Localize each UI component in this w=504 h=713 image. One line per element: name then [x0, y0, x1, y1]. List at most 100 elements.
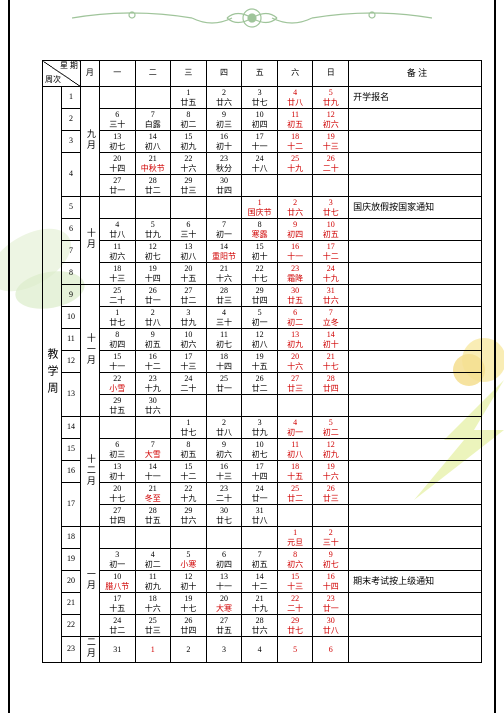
- day-cell: 28廿三: [206, 285, 242, 307]
- day-cell: 3廿七: [313, 197, 349, 219]
- day-cell: 3初一: [99, 549, 135, 571]
- day-cell: [171, 395, 207, 417]
- day-cell: 9初六: [206, 439, 242, 461]
- day-cell: 25二十: [99, 285, 135, 307]
- note-cell: [349, 461, 482, 483]
- day-cell: 26廿四: [171, 615, 207, 637]
- day-cell: 11初九: [135, 571, 171, 593]
- note-cell: [349, 637, 482, 663]
- note-cell: [349, 439, 482, 461]
- day-cell: 9初五: [135, 329, 171, 351]
- day-cell: 14初八: [135, 131, 171, 153]
- table-row: 711初六12初七13初八14重阳节15初十16十一17十二: [43, 241, 482, 263]
- day-cell: 9初四: [277, 219, 313, 241]
- day-cell: 4廿八: [99, 219, 135, 241]
- day-cell: 1廿七: [171, 417, 207, 439]
- header-day-4: 四: [206, 61, 242, 87]
- day-cell: [171, 527, 207, 549]
- day-cell: 21中秋节: [135, 153, 171, 175]
- day-cell: 13十一: [206, 571, 242, 593]
- day-cell: 22小雪: [99, 373, 135, 395]
- table-row: 教学周1九月1廿五2廿六3廿七4廿八5廿九开学报名: [43, 87, 482, 109]
- day-cell: 19十七: [171, 593, 207, 615]
- table-row: 1720十七21冬至22十九23二十24廿一25廿二26廿三: [43, 483, 482, 505]
- day-cell: [242, 395, 278, 417]
- day-cell: 30廿四: [206, 175, 242, 197]
- day-cell: 5廿九: [313, 87, 349, 109]
- note-cell: [349, 175, 482, 197]
- day-cell: 29廿七: [277, 615, 313, 637]
- day-cell: [99, 87, 135, 109]
- day-cell: 22十七: [242, 263, 278, 285]
- header-diag: 星 期 周次: [43, 61, 81, 87]
- note-cell: 国庆放假按国家通知: [349, 197, 482, 219]
- day-cell: 10初六: [171, 329, 207, 351]
- week-number: 20: [61, 571, 80, 593]
- day-cell: 7白露: [135, 109, 171, 131]
- day-cell: 29廿五: [99, 395, 135, 417]
- day-cell: 28廿六: [242, 615, 278, 637]
- note-cell: [349, 483, 482, 505]
- day-cell: 25廿三: [135, 615, 171, 637]
- day-cell: 20十五: [171, 263, 207, 285]
- month-text: 九月: [85, 129, 95, 151]
- note-cell: [349, 593, 482, 615]
- month-label: 二月: [80, 637, 99, 663]
- day-cell: 28廿五: [135, 505, 171, 527]
- day-cell: 7立冬: [313, 307, 349, 329]
- day-cell: 6初三: [99, 439, 135, 461]
- day-cell: 24十九: [313, 263, 349, 285]
- day-cell: 23廿一: [313, 593, 349, 615]
- day-cell: 16十二: [135, 351, 171, 373]
- week-number: 23: [61, 637, 80, 663]
- table-row: 9十一月25二十26廿一27廿二28廿三29廿四30廿五31廿六: [43, 285, 482, 307]
- week-number: 5: [61, 197, 80, 219]
- table-row: 313初七14初八15初九16初十17十一18十二19十三: [43, 131, 482, 153]
- day-cell: 30廿八: [313, 615, 349, 637]
- day-cell: 26廿三: [313, 483, 349, 505]
- day-cell: 23霜降: [277, 263, 313, 285]
- day-cell: 2三十: [313, 527, 349, 549]
- table-row: 1215十一16十二17十三18十四19十五20十六21十七: [43, 351, 482, 373]
- day-cell: 11初七: [206, 329, 242, 351]
- day-cell: 19十四: [135, 263, 171, 285]
- month-text: 二月: [85, 637, 95, 659]
- day-cell: [313, 505, 349, 527]
- day-cell: 4三十: [206, 307, 242, 329]
- month-label: 十月: [80, 197, 99, 285]
- day-cell: 26二十: [313, 153, 349, 175]
- week-number: 12: [61, 351, 80, 373]
- day-cell: 18十五: [277, 461, 313, 483]
- month-text: 十二月: [85, 454, 95, 487]
- note-cell: 开学报名: [349, 87, 482, 109]
- table-row: 27廿四28廿五29廿六30廿七31廿八: [43, 505, 482, 527]
- day-cell: 31廿六: [313, 285, 349, 307]
- diag-bottom: 周次: [45, 76, 61, 85]
- day-cell: 2廿六: [277, 197, 313, 219]
- note-cell: [349, 131, 482, 153]
- day-cell: 13初十: [99, 461, 135, 483]
- day-cell: 10初四: [242, 109, 278, 131]
- month-label: 九月: [80, 87, 99, 197]
- day-cell: 17十三: [171, 351, 207, 373]
- day-cell: 11初五: [277, 109, 313, 131]
- table-row: 2117十五18十六19十七20大寒21十九22二十23廿一: [43, 593, 482, 615]
- day-cell: 3廿九: [171, 307, 207, 329]
- month-text: 十一月: [85, 333, 95, 366]
- day-cell: 29廿四: [242, 285, 278, 307]
- table-row: 420十四21中秋节22十六23秋分24十八25十九26二十: [43, 153, 482, 175]
- day-cell: 9初三: [206, 109, 242, 131]
- page-border-left: [8, 0, 10, 713]
- day-cell: 10腊八节: [99, 571, 135, 593]
- day-cell: 20十四: [99, 153, 135, 175]
- note-cell: 期末考试按上级通知: [349, 571, 482, 593]
- calendar-table: 星 期 周次 月 一 二 三 四 五 六 日 备 注 教学周1九月1廿五2廿六3…: [42, 60, 482, 663]
- day-cell: [206, 395, 242, 417]
- day-cell: [313, 395, 349, 417]
- day-cell: 27廿二: [171, 285, 207, 307]
- month-label: 十一月: [80, 285, 99, 417]
- day-cell: 1廿七: [99, 307, 135, 329]
- day-cell: 23二十: [206, 483, 242, 505]
- day-cell: 31: [99, 637, 135, 663]
- note-cell: [349, 527, 482, 549]
